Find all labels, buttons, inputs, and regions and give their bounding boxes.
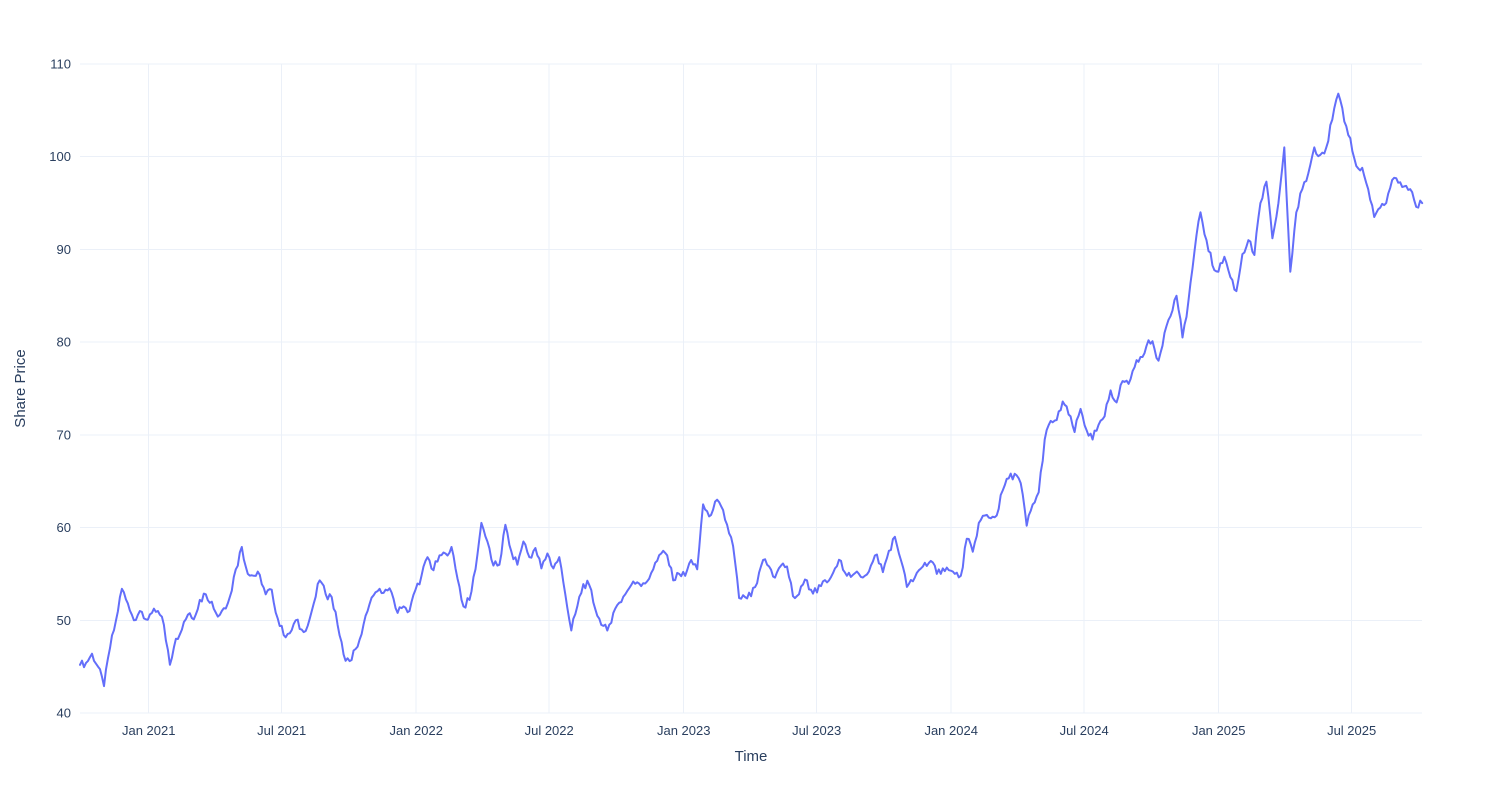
plot-area[interactable] <box>80 64 1422 713</box>
y-tick-label: 40 <box>57 706 71 721</box>
y-tick-label: 80 <box>57 335 71 350</box>
x-tick-label: Jan 2021 <box>122 723 176 738</box>
x-tick-label: Jul 2025 <box>1327 723 1376 738</box>
y-axis-title: Share Price <box>12 349 29 427</box>
y-tick-label: 70 <box>57 427 71 442</box>
x-tick-label: Jan 2025 <box>1192 723 1246 738</box>
x-tick-label: Jul 2024 <box>1060 723 1109 738</box>
x-axis-title: Time <box>735 748 768 765</box>
y-tick-label: 110 <box>50 57 71 72</box>
y-tick-label: 90 <box>57 242 71 257</box>
y-tick-label: 100 <box>49 149 71 164</box>
gridlines <box>80 63 1422 714</box>
y-tick-label: 60 <box>57 520 71 535</box>
x-tick-label: Jan 2024 <box>924 723 978 738</box>
x-axis-tick-labels: Jan 2021 Jul 2021 Jan 2022 Jul 2022 Jan 2023… <box>122 723 1376 738</box>
x-tick-label: Jul 2023 <box>792 723 841 738</box>
x-tick-label: Jan 2022 <box>389 723 443 738</box>
x-tick-label: Jul 2022 <box>525 723 574 738</box>
x-tick-label: Jan 2023 <box>657 723 711 738</box>
x-tick-label: Jul 2021 <box>257 723 306 738</box>
y-tick-label: 50 <box>57 613 71 628</box>
y-axis-tick-labels: 40 50 60 70 80 90 100 110 <box>49 57 71 721</box>
price-line-series <box>79 92 1424 688</box>
